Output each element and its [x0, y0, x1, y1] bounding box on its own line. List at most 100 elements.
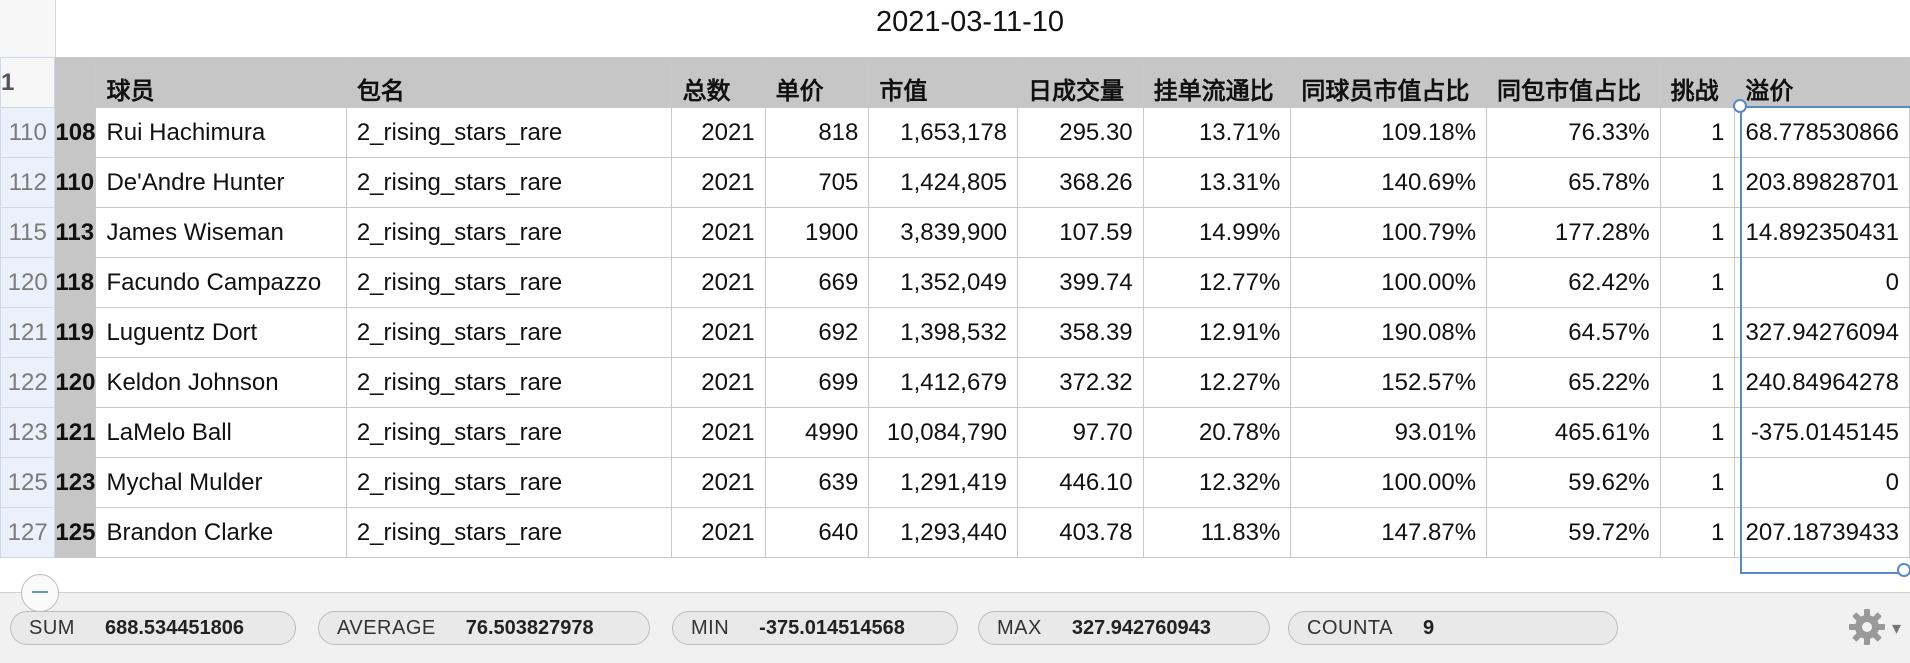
cell-player-share[interactable]: 147.87% — [1290, 507, 1488, 558]
cell-market-value[interactable]: 1,352,049 — [868, 257, 1019, 308]
cell-unit-price[interactable]: 669 — [764, 257, 870, 308]
column-header-market-value[interactable]: 市值 — [868, 57, 1019, 108]
cell-premium[interactable]: 203.89828701 — [1734, 157, 1910, 208]
cell-package-share[interactable]: 465.61% — [1486, 407, 1661, 458]
column-header-daily-volume[interactable]: 日成交量 — [1017, 57, 1144, 108]
cell-player-share[interactable]: 190.08% — [1290, 307, 1488, 358]
cell-total[interactable]: 2021 — [671, 257, 766, 308]
row-number[interactable]: 125 — [0, 457, 56, 508]
index-cell[interactable]: 118 — [54, 257, 97, 308]
cell-challenge[interactable]: 1 — [1659, 357, 1736, 408]
table-row[interactable]: 120 118 Facundo Campazzo 2_rising_stars_rar… — [0, 257, 1910, 308]
column-header-player-share[interactable]: 同球员市值占比 — [1290, 57, 1488, 108]
cell-daily-volume[interactable]: 399.74 — [1017, 257, 1144, 308]
column-header-package[interactable]: 包名 — [345, 57, 673, 108]
cell-daily-volume[interactable]: 403.78 — [1017, 507, 1144, 558]
cell-premium[interactable]: 327.94276094 — [1734, 307, 1910, 358]
cell-challenge[interactable]: 1 — [1659, 207, 1736, 258]
cell-total[interactable]: 2021 — [671, 357, 766, 408]
row-number[interactable]: 115 — [0, 207, 56, 258]
cell-package[interactable]: 2_rising_stars_rare — [345, 457, 673, 508]
column-header-premium[interactable]: 溢价 — [1734, 57, 1910, 108]
cell-package[interactable]: 2_rising_stars_rare — [345, 507, 673, 558]
cell-total[interactable]: 2021 — [671, 507, 766, 558]
cell-player[interactable]: LaMelo Ball — [95, 407, 347, 458]
index-cell[interactable]: 119 — [54, 307, 97, 358]
cell-player-share[interactable]: 100.00% — [1290, 257, 1488, 308]
cell-listing-ratio[interactable]: 12.91% — [1142, 307, 1292, 358]
cell-challenge[interactable]: 1 — [1659, 107, 1736, 158]
cell-challenge[interactable]: 1 — [1659, 507, 1736, 558]
cell-premium[interactable]: 240.84964278 — [1734, 357, 1910, 408]
cell-player[interactable]: Facundo Campazzo — [95, 257, 347, 308]
table-row[interactable]: 110 108 Rui Hachimura 2_rising_stars_rare 20… — [0, 107, 1910, 158]
cell-package[interactable]: 2_rising_stars_rare — [345, 257, 673, 308]
index-cell[interactable]: 113 — [54, 207, 97, 258]
cell-market-value[interactable]: 1,653,178 — [868, 107, 1019, 158]
cell-package-share[interactable]: 76.33% — [1486, 107, 1661, 158]
cell-challenge[interactable]: 1 — [1659, 157, 1736, 208]
row-number[interactable]: 122 — [0, 357, 56, 408]
cell-unit-price[interactable]: 692 — [764, 307, 870, 358]
cell-player-share[interactable]: 152.57% — [1290, 357, 1488, 408]
index-cell[interactable]: 121 — [54, 407, 97, 458]
sum-pill[interactable]: SUM 688.534451806 — [10, 611, 296, 645]
cell-unit-price[interactable]: 818 — [764, 107, 870, 158]
cell-listing-ratio[interactable]: 12.27% — [1142, 357, 1292, 408]
cell-daily-volume[interactable]: 358.39 — [1017, 307, 1144, 358]
table-row[interactable]: 112 110 De'Andre Hunter 2_rising_stars_rare… — [0, 157, 1910, 208]
cell-premium[interactable]: 0 — [1734, 257, 1910, 308]
cell-listing-ratio[interactable]: 13.31% — [1142, 157, 1292, 208]
cell-total[interactable]: 2021 — [671, 157, 766, 208]
table-row[interactable]: 121 119 Luguentz Dort 2_rising_stars_rare 20… — [0, 307, 1910, 358]
index-cell[interactable]: 108 — [54, 107, 97, 158]
cell-listing-ratio[interactable]: 12.77% — [1142, 257, 1292, 308]
cell-daily-volume[interactable]: 295.30 — [1017, 107, 1144, 158]
index-column-header[interactable] — [54, 57, 97, 108]
cell-package[interactable]: 2_rising_stars_rare — [345, 207, 673, 258]
index-cell[interactable]: 125 — [54, 507, 97, 558]
cell-player-share[interactable]: 140.69% — [1290, 157, 1488, 208]
cell-listing-ratio[interactable]: 20.78% — [1142, 407, 1292, 458]
cell-challenge[interactable]: 1 — [1659, 307, 1736, 358]
cell-package[interactable]: 2_rising_stars_rare — [345, 157, 673, 208]
row-number[interactable]: 112 — [0, 157, 56, 208]
cell-daily-volume[interactable]: 372.32 — [1017, 357, 1144, 408]
cell-player-share[interactable]: 109.18% — [1290, 107, 1488, 158]
cell-listing-ratio[interactable]: 11.83% — [1142, 507, 1292, 558]
selection-handle-bottom[interactable] — [1897, 563, 1910, 577]
cell-player[interactable]: Mychal Mulder — [95, 457, 347, 508]
table-row[interactable]: 122 120 Keldon Johnson 2_rising_stars_rare 2… — [0, 357, 1910, 408]
cell-premium[interactable]: 0 — [1734, 457, 1910, 508]
column-header-package-share[interactable]: 同包市值占比 — [1486, 57, 1661, 108]
cell-player-share[interactable]: 100.79% — [1290, 207, 1488, 258]
cell-player[interactable]: Rui Hachimura — [95, 107, 347, 158]
column-header-unit-price[interactable]: 单价 — [764, 57, 870, 108]
cell-daily-volume[interactable]: 97.70 — [1017, 407, 1144, 458]
cell-total[interactable]: 2021 — [671, 457, 766, 508]
row-number[interactable]: 127 — [0, 507, 56, 558]
cell-premium[interactable]: 68.778530866 — [1734, 107, 1910, 158]
cell-market-value[interactable]: 1,412,679 — [868, 357, 1019, 408]
gear-icon[interactable] — [1847, 607, 1887, 647]
cell-player[interactable]: Keldon Johnson — [95, 357, 347, 408]
column-header-total[interactable]: 总数 — [671, 57, 766, 108]
selection-handle-top[interactable] — [1733, 99, 1747, 113]
cell-package[interactable]: 2_rising_stars_rare — [345, 107, 673, 158]
column-header-player[interactable]: 球员 — [95, 57, 347, 108]
cell-unit-price[interactable]: 640 — [764, 507, 870, 558]
cell-package-share[interactable]: 64.57% — [1486, 307, 1661, 358]
cell-package-share[interactable]: 59.62% — [1486, 457, 1661, 508]
cell-total[interactable]: 2021 — [671, 107, 766, 158]
cell-total[interactable]: 2021 — [671, 407, 766, 458]
cell-daily-volume[interactable]: 446.10 — [1017, 457, 1144, 508]
cell-package-share[interactable]: 177.28% — [1486, 207, 1661, 258]
cell-package[interactable]: 2_rising_stars_rare — [345, 357, 673, 408]
cell-premium[interactable]: 207.18739433 — [1734, 507, 1910, 558]
cell-challenge[interactable]: 1 — [1659, 407, 1736, 458]
row-number[interactable]: 110 — [0, 107, 56, 158]
cell-player-share[interactable]: 93.01% — [1290, 407, 1488, 458]
counta-pill[interactable]: COUNTA 9 — [1288, 611, 1618, 645]
cell-market-value[interactable]: 1,293,440 — [868, 507, 1019, 558]
min-pill[interactable]: MIN -375.014514568 — [672, 611, 958, 645]
